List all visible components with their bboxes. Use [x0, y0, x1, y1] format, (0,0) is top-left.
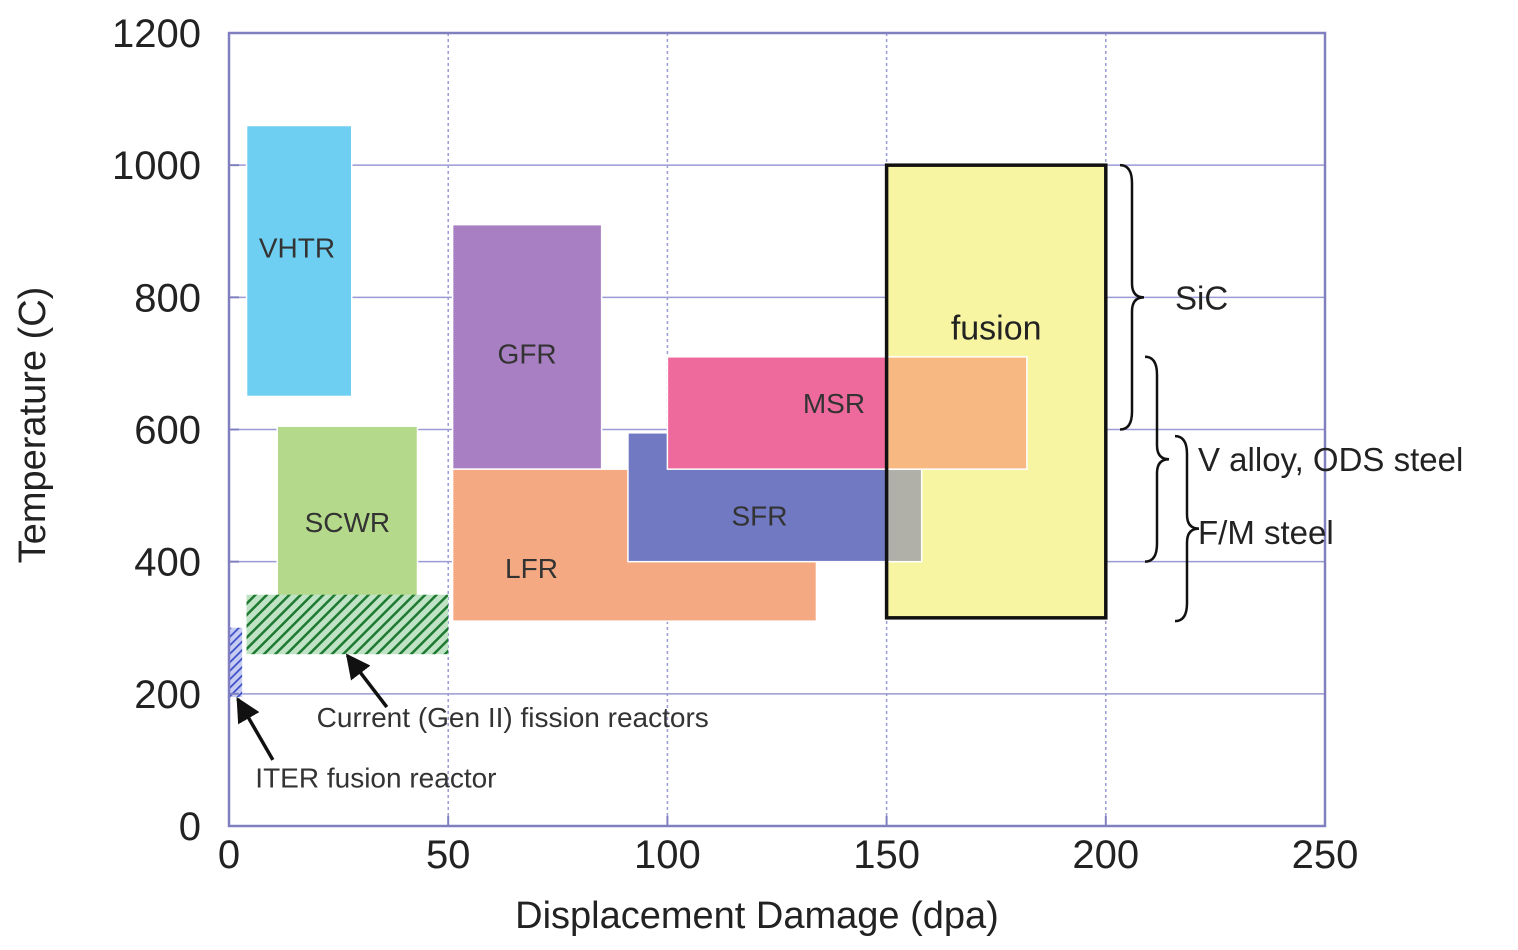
region-label-lfr: LFR [505, 553, 558, 584]
y-axis-ticks: 0 200 400 600 800 1000 1200 [112, 12, 239, 849]
y-axis-title: Temperature (C) [12, 287, 54, 564]
x-tick-label: 200 [1072, 833, 1139, 877]
brace-0 [1119, 163, 1145, 431]
x-axis-ticks: 0 50 100 150 200 250 [218, 816, 1359, 877]
arrow-gen2 [345, 653, 389, 709]
material-label-1: V alloy, ODS steel [1198, 441, 1463, 478]
region-label-msr: MSR [803, 388, 865, 419]
x-axis-title: Displacement Damage (dpa) [515, 895, 999, 937]
annotation-gen2: Current (Gen II) fission reactors [317, 702, 709, 733]
reactor-regions [245, 124, 1028, 622]
hatched-gen2 [246, 594, 449, 655]
region-gfr [451, 223, 603, 470]
y-tick-label: 0 [179, 805, 201, 849]
y-tick-label: 1200 [112, 12, 201, 56]
annotations: Current (Gen II) fission reactors ITER fu… [236, 653, 709, 794]
hatched-iter [229, 627, 243, 698]
region-msr [666, 356, 888, 470]
region-sfr-overlap [885, 468, 923, 563]
region-label-sfr: SFR [731, 500, 787, 531]
fusion-label: fusion [951, 309, 1042, 347]
arrow-iter [236, 696, 275, 761]
region-label-scwr: SCWR [305, 507, 391, 538]
annotation-iter: ITER fusion reactor [255, 763, 496, 794]
hatched-regions [229, 594, 449, 698]
material-braces: SiC V alloy, ODS steel F/M steel [1119, 163, 1463, 623]
region-label-gfr: GFR [498, 338, 557, 369]
x-tick-label: 250 [1292, 833, 1359, 877]
region-label-vhtr: VHTR [259, 233, 335, 264]
material-label-2: F/M steel [1198, 514, 1334, 551]
x-tick-label: 50 [426, 833, 471, 877]
region-msr-overlap [885, 356, 1028, 470]
fusion-outline [884, 163, 1108, 620]
x-tick-label: 100 [634, 833, 701, 877]
brace-2 [1174, 434, 1200, 623]
x-tick-label: 0 [218, 833, 240, 877]
region-labels: fusion VHTR GFR LFR SFR MSR SCWR [259, 163, 1108, 620]
material-label-0: SiC [1175, 279, 1228, 316]
y-tick-label: 200 [134, 673, 201, 717]
y-tick-label: 800 [134, 276, 201, 320]
x-tick-label: 150 [853, 833, 920, 877]
y-tick-label: 600 [134, 409, 201, 453]
region-scwr [276, 425, 419, 619]
region-vhtr [245, 124, 353, 398]
y-tick-label: 400 [134, 541, 201, 585]
brace-1 [1144, 355, 1170, 563]
y-tick-label: 1000 [112, 144, 201, 188]
